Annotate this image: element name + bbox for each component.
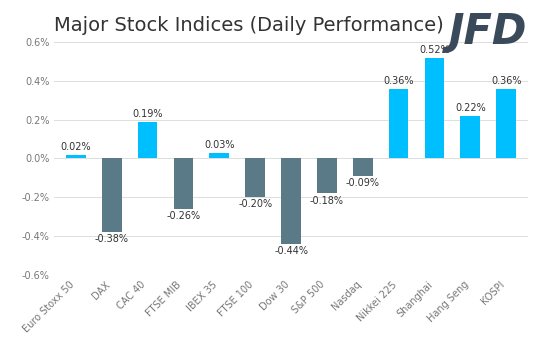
Bar — [138, 122, 157, 158]
Bar — [209, 153, 229, 158]
Text: 0.19%: 0.19% — [132, 109, 163, 119]
Text: 0.36%: 0.36% — [384, 76, 414, 86]
Text: -0.38%: -0.38% — [95, 234, 129, 244]
Text: 0.02%: 0.02% — [60, 142, 91, 152]
Text: 0.03%: 0.03% — [204, 140, 234, 150]
Bar — [425, 58, 444, 158]
Bar — [317, 158, 337, 193]
Text: -0.20%: -0.20% — [238, 200, 272, 209]
Bar — [66, 155, 86, 158]
Bar — [102, 158, 122, 232]
Text: 0.36%: 0.36% — [491, 76, 521, 86]
Text: 0.52%: 0.52% — [419, 45, 450, 55]
Text: Major Stock Indices (Daily Performance): Major Stock Indices (Daily Performance) — [54, 16, 444, 35]
Bar — [281, 158, 301, 244]
Bar — [174, 158, 193, 209]
Text: -0.26%: -0.26% — [166, 211, 201, 221]
Text: 0.22%: 0.22% — [455, 103, 486, 113]
Text: -0.44%: -0.44% — [274, 246, 308, 256]
Text: -0.09%: -0.09% — [346, 178, 380, 188]
Text: -0.18%: -0.18% — [310, 196, 344, 206]
Bar — [460, 116, 480, 158]
Text: JFD: JFD — [449, 11, 528, 52]
Bar — [245, 158, 265, 197]
Bar — [496, 89, 516, 158]
Bar — [389, 89, 409, 158]
Bar — [353, 158, 373, 176]
